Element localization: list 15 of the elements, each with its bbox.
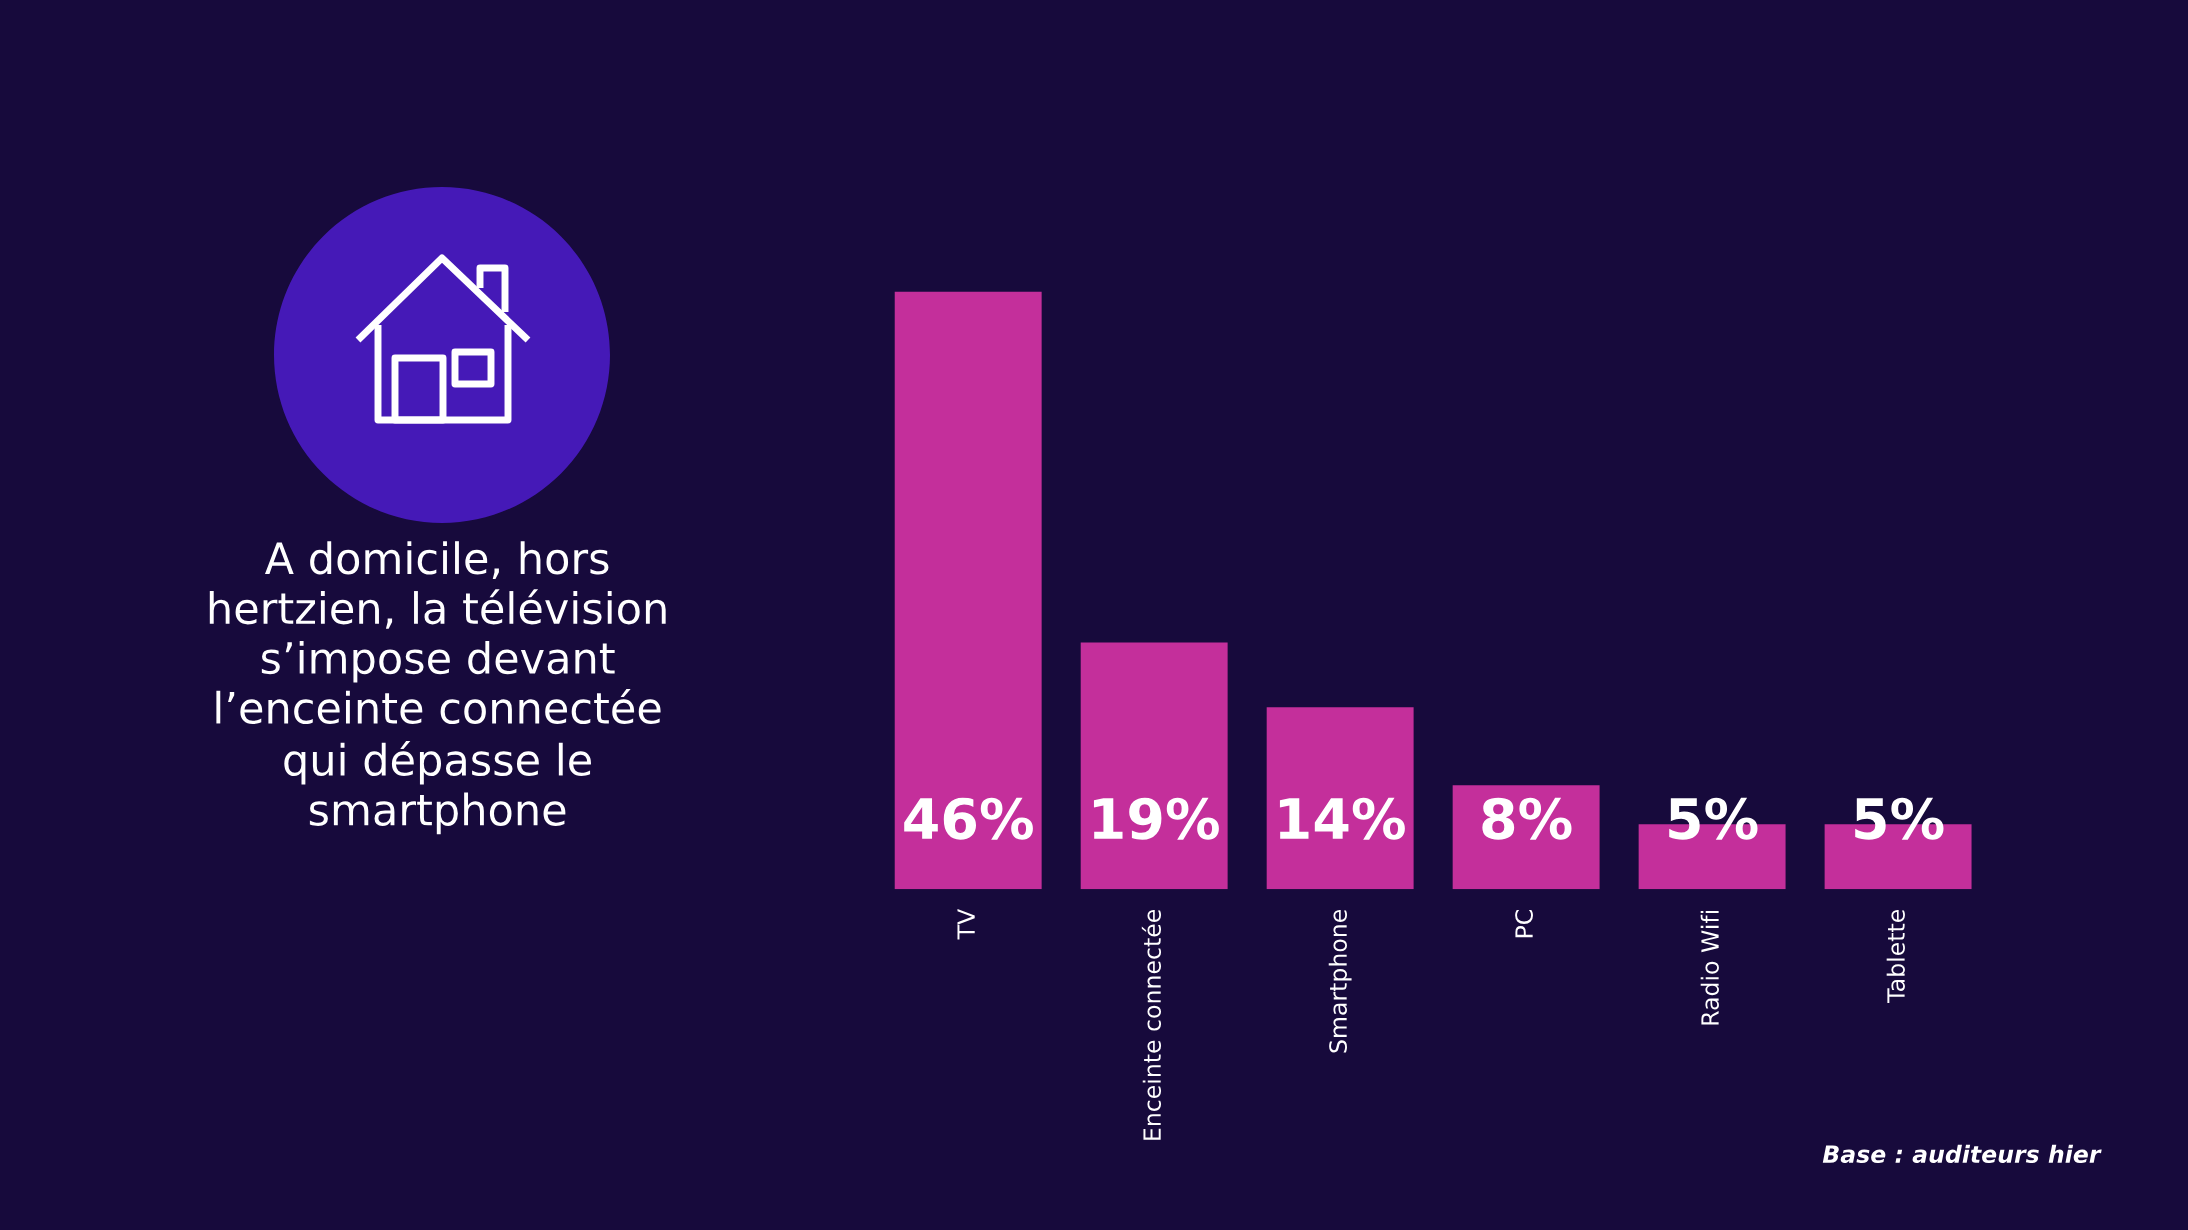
data-label: 14%	[1279, 797, 1405, 840]
x-tick-label: Smartphone	[1328, 909, 1352, 1053]
data-label: 8%	[1482, 797, 1572, 840]
text: A domicile, hors hertzien, la télévision s’impose devant l’enceinte connectée qui dépasse le smartphone	[209, 541, 666, 835]
x-tick-label: Radio Wifi	[1700, 910, 1719, 1025]
bar	[1080, 642, 1228, 890]
x-tick-label: PC	[1515, 910, 1533, 938]
bar	[1266, 707, 1414, 890]
text: Base : auditeurs hier	[1822, 1144, 2102, 1164]
data-label: 19%	[1093, 797, 1219, 840]
x-tick-label: Tablette	[1886, 909, 1905, 1003]
x-tick-label: TV	[957, 908, 975, 940]
x-tick-label: Enceinte connectée	[1141, 910, 1162, 1140]
data-label: 46%	[904, 797, 1033, 840]
bar	[894, 291, 1042, 890]
